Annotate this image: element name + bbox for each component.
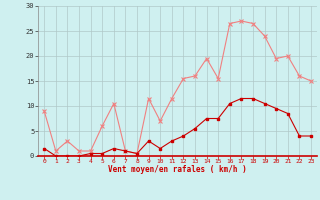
X-axis label: Vent moyen/en rafales ( km/h ): Vent moyen/en rafales ( km/h ) — [108, 165, 247, 174]
